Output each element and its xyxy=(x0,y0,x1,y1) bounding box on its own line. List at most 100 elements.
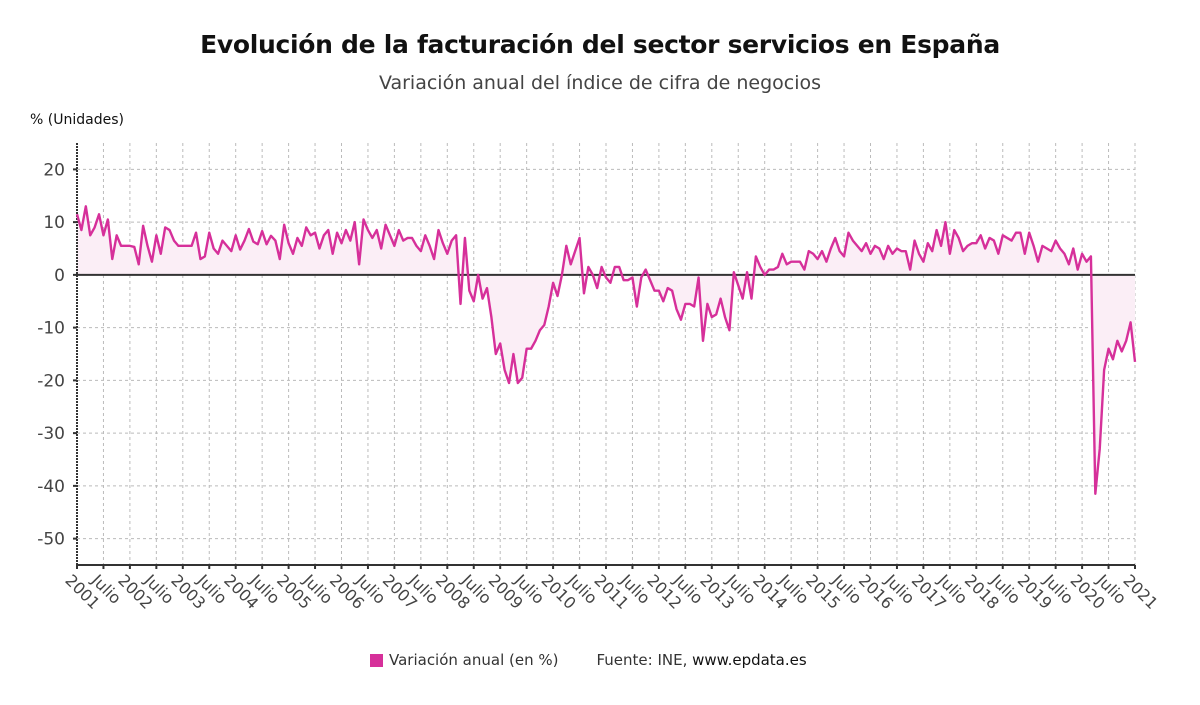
data-point xyxy=(93,225,97,229)
data-point xyxy=(190,244,194,248)
data-point xyxy=(1102,368,1106,372)
data-point xyxy=(1010,239,1014,243)
data-point xyxy=(917,252,921,256)
y-tick-label: -30 xyxy=(37,424,65,444)
data-point xyxy=(1129,320,1133,324)
data-point xyxy=(119,244,123,248)
legend-swatch xyxy=(370,653,383,667)
data-point xyxy=(811,252,815,256)
data-point xyxy=(846,231,850,235)
data-point xyxy=(1032,244,1036,248)
data-point xyxy=(820,249,824,253)
data-point xyxy=(406,236,410,240)
data-point xyxy=(591,273,595,277)
data-point xyxy=(101,233,105,237)
data-point xyxy=(251,240,255,244)
data-point xyxy=(754,254,758,258)
data-point xyxy=(123,244,127,248)
data-point xyxy=(930,249,934,253)
data-point xyxy=(185,244,189,248)
data-point xyxy=(353,220,357,224)
data-point xyxy=(265,242,269,246)
y-axis-unit-label: % (Unidades) xyxy=(30,112,124,128)
data-point xyxy=(895,247,899,251)
data-point xyxy=(957,236,961,240)
y-tick-label: 10 xyxy=(43,213,65,233)
data-point xyxy=(798,260,802,264)
data-point xyxy=(432,257,436,261)
data-point xyxy=(106,217,110,221)
data-point xyxy=(913,239,917,243)
data-point xyxy=(670,289,674,293)
data-point xyxy=(256,242,260,246)
data-point xyxy=(829,247,833,251)
data-point xyxy=(877,247,881,251)
data-point xyxy=(176,244,180,248)
data-point xyxy=(1045,247,1049,251)
data-point xyxy=(864,241,868,245)
data-point xyxy=(229,249,233,253)
data-point xyxy=(511,352,515,356)
data-point xyxy=(1040,244,1044,248)
data-point xyxy=(873,244,877,248)
data-point xyxy=(891,252,895,256)
data-point xyxy=(595,286,599,290)
data-point xyxy=(225,244,229,248)
data-point xyxy=(348,239,352,243)
data-point xyxy=(666,286,670,290)
data-point xyxy=(291,252,295,256)
data-point xyxy=(366,228,370,232)
data-point xyxy=(507,381,511,385)
data-point xyxy=(908,268,912,272)
data-point xyxy=(1098,447,1102,451)
data-point xyxy=(137,262,141,266)
data-point xyxy=(732,270,736,274)
data-point xyxy=(1133,360,1137,364)
data-point xyxy=(441,241,445,245)
data-point xyxy=(869,252,873,256)
data-point xyxy=(564,244,568,248)
data-point xyxy=(110,257,114,261)
data-point xyxy=(414,244,418,248)
data-point xyxy=(533,339,537,343)
data-point xyxy=(317,247,321,251)
source-link[interactable]: www.epdata.es xyxy=(692,651,807,669)
data-point xyxy=(163,225,167,229)
data-point xyxy=(943,220,947,224)
data-point xyxy=(630,276,634,280)
data-point xyxy=(983,247,987,251)
data-point xyxy=(547,305,551,309)
data-point xyxy=(300,244,304,248)
data-point xyxy=(692,305,696,309)
data-point xyxy=(340,241,344,245)
data-point xyxy=(247,227,251,231)
data-point xyxy=(269,234,273,238)
data-point xyxy=(1058,247,1062,251)
data-point xyxy=(1080,252,1084,256)
data-point xyxy=(899,249,903,253)
data-point xyxy=(705,302,709,306)
data-point xyxy=(644,268,648,272)
data-point xyxy=(357,262,361,266)
data-point xyxy=(679,318,683,322)
data-point xyxy=(1111,357,1115,361)
data-point xyxy=(146,244,150,248)
data-point xyxy=(481,297,485,301)
data-point xyxy=(216,252,220,256)
data-point xyxy=(639,276,643,280)
x-axis-ticks: 2001Julio2002Julio2003Julio2004Julio2005… xyxy=(61,565,1162,613)
data-point xyxy=(1067,262,1071,266)
data-point xyxy=(816,257,820,261)
data-point xyxy=(974,241,978,245)
data-point xyxy=(375,228,379,232)
data-point xyxy=(952,228,956,232)
data-point xyxy=(1036,260,1040,264)
data-point xyxy=(785,262,789,266)
data-point xyxy=(727,328,731,332)
data-point xyxy=(741,297,745,301)
data-point xyxy=(498,341,502,345)
data-point xyxy=(1014,231,1018,235)
data-point xyxy=(626,278,630,282)
y-tick-label: -40 xyxy=(37,477,65,497)
data-point xyxy=(520,376,524,380)
